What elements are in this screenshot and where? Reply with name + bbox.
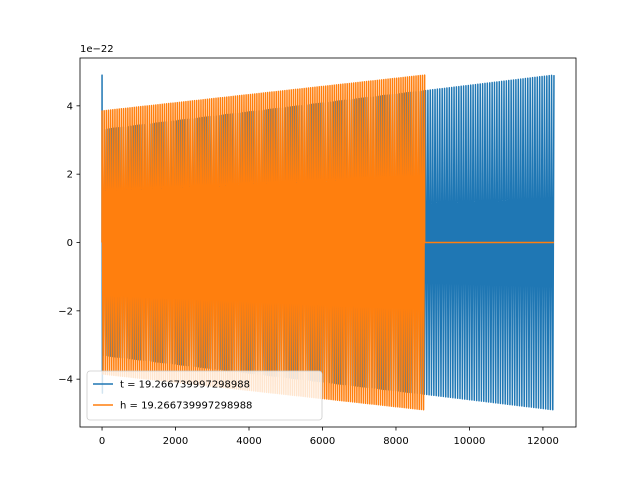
x-tick-label: 6000: [310, 436, 335, 447]
x-tick-label: 4000: [236, 436, 261, 447]
x-tick-label: 8000: [383, 436, 408, 447]
x-tick-label: 12000: [527, 436, 559, 447]
x-tick-label: 2000: [163, 436, 188, 447]
legend: t = 19.266739997298988 h = 19.26673999729…: [86, 370, 323, 421]
y-tick-label: 2: [67, 170, 73, 181]
y-tick-label: 4: [67, 101, 73, 112]
legend-entry-label: h = 19.266739997298988: [120, 401, 252, 412]
legend-entry-label: t = 19.266739997298988: [120, 380, 250, 391]
x-axis: 0 2000 4000 6000 8000 10000 12000: [99, 427, 559, 447]
y-tick-label: −4: [58, 375, 73, 386]
x-tick-label: 0: [99, 436, 105, 447]
series-line-1: [101, 74, 554, 411]
series-layer: [101, 74, 555, 411]
y-tick-label: −2: [58, 306, 73, 317]
legend-box: [86, 370, 323, 421]
offset-text: 1e−22: [80, 44, 114, 55]
y-tick-label: 0: [67, 238, 73, 249]
y-axis: −4 −2 0 2 4: [58, 101, 80, 386]
x-tick-label: 10000: [454, 436, 486, 447]
